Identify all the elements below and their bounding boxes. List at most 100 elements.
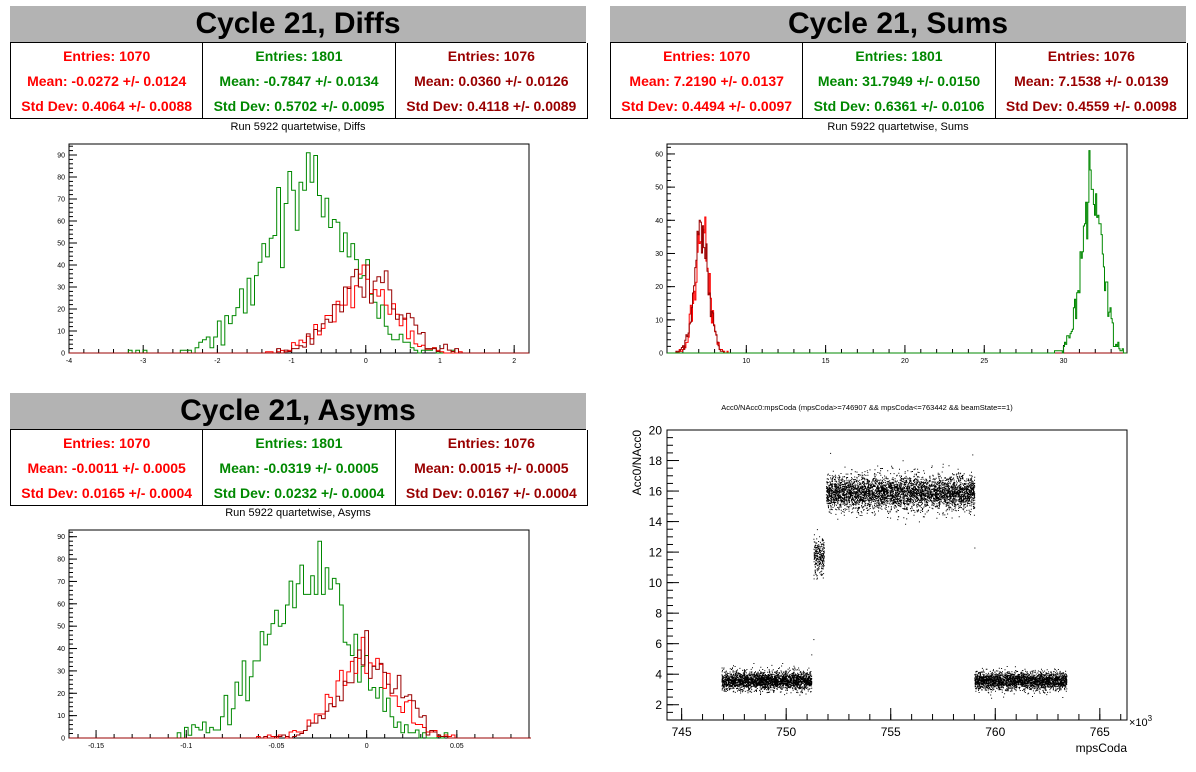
stat-entries: Entries: 1076 [447,434,535,451]
asyms-run-label: Run 5922 quartetwise, Asyms [225,507,371,519]
scatter-outlier [813,639,815,641]
scatter-outlier [811,654,813,656]
stat-std: Std Dev: 0.4494 +/- 0.0097 [621,97,793,114]
x-tick-label: -0.05 [268,743,284,750]
scatter-outlier [974,547,976,549]
x-tick-label: 10 [742,358,750,365]
y-tick-label: 30 [57,285,65,292]
sums-title: Cycle 21, Sums [610,6,1186,43]
histogram-series-green [667,150,1127,354]
x-tick-label: -2 [214,358,220,365]
x-tick-label: 755 [881,725,901,739]
y-tick-label: 60 [57,601,65,608]
y-tick-label: 70 [57,579,65,586]
stat-mean: Mean: 0.0360 +/- 0.0126 [414,72,569,89]
x-tick-label: -1 [288,358,294,365]
x-axis-label: mpsCoda [1076,741,1128,755]
stat-mean: Mean: 7.2190 +/- 0.0137 [629,72,784,89]
asyms-stats-red: Entries: 1070 Mean: -0.0011 +/- 0.0005 S… [11,430,204,505]
y-tick-label: 20 [649,424,663,438]
y-tick-label: 10 [649,576,663,590]
y-tick-label: 80 [57,557,65,564]
y-tick-label: 20 [57,691,65,698]
stat-mean: Mean: -0.0272 +/- 0.0124 [27,72,187,89]
x-tick-label: 750 [776,725,796,739]
y-tick-label: 90 [57,534,65,541]
y-tick-label: 18 [649,454,663,468]
x-tick-label: 745 [672,725,692,739]
stat-std: Std Dev: 0.4064 +/- 0.0088 [21,97,193,114]
diffs-stats-box: Entries: 1070 Mean: -0.0272 +/- 0.0124 S… [10,43,588,119]
diffs-histogram: 0 10 20 30 40 50 60 70 80 90 -4 -3 -2 -1 0 1 2 [57,143,530,365]
stat-mean: Mean: -0.7847 +/- 0.0134 [219,72,379,89]
stat-mean: Mean: 7.1538 +/- 0.0139 [1014,72,1169,89]
scatter-cluster-1 [813,529,825,580]
y-tick-label: 12 [649,546,663,560]
stat-std: Std Dev: 0.4559 +/- 0.0098 [1005,97,1177,114]
stat-std: Std Dev: 0.0167 +/- 0.0004 [405,484,577,501]
x-exponent-power: 3 [1148,714,1153,723]
asyms-stats-box: Entries: 1070 Mean: -0.0011 +/- 0.0005 S… [10,430,588,506]
y-axis-label: Acc0/NAcc0 [630,430,644,496]
x-tick-label: -3 [140,358,146,365]
asyms-title: Cycle 21, Asyms [10,393,586,430]
sums-histogram: 0 10 20 30 40 50 60 10 15 20 25 30 [655,143,1128,365]
sums-run-label: Run 5922 quartetwise, Sums [827,121,969,133]
asyms-histogram: 0 10 20 30 40 50 60 70 80 90 -0.15 -0.1 -0.05 0 0.05 [57,529,531,750]
x-tick-label: -0.15 [88,743,104,750]
y-tick-label: 2 [655,698,662,712]
y-tick-label: 0 [61,351,65,358]
diffs-title: Cycle 21, Diffs [10,6,586,43]
x-tick-label: 0 [364,358,368,365]
y-tick-label: 14 [649,515,663,529]
stat-entries: Entries: 1070 [63,47,151,64]
plot-frame [68,529,530,739]
y-tick-label: 40 [57,646,65,653]
stat-std: Std Dev: 0.6361 +/- 0.0106 [813,97,985,114]
stat-std: Std Dev: 0.4118 +/- 0.0089 [406,97,577,114]
diffs-stats-green: Entries: 1801 Mean: -0.7847 +/- 0.0134 S… [203,43,396,118]
y-tick-label: 70 [57,197,65,204]
stat-mean: Mean: -0.0319 +/- 0.0005 [219,459,379,476]
x-tick-label: 1 [438,358,442,365]
x-tick-label: 30 [1060,358,1068,365]
sums-stats-red: Entries: 1070 Mean: 7.2190 +/- 0.0137 St… [611,43,804,118]
scatter-outlier [830,452,832,454]
y-tick-label: 4 [655,668,662,682]
stat-mean: Mean: -0.0011 +/- 0.0005 [27,459,186,476]
y-tick-label: 90 [57,153,65,160]
y-tick-label: 40 [655,218,663,225]
x-tick-label: 0 [365,743,369,750]
asyms-stats-darkred: Entries: 1076 Mean: 0.0015 +/- 0.0005 St… [396,430,587,505]
y-tick-label: 20 [655,284,663,291]
y-tick-label: 80 [57,175,65,182]
y-tick-label: 50 [57,241,65,248]
y-tick-label: 50 [655,185,663,192]
scatter-cluster-3 [974,666,1068,699]
diffs-stats-darkred: Entries: 1076 Mean: 0.0360 +/- 0.0126 St… [396,43,587,118]
plot-frame [68,143,530,354]
x-tick-label: -0.1 [180,743,192,750]
x-tick-label: 2 [512,358,516,365]
stat-entries: Entries: 1801 [255,434,343,451]
stat-std: Std Dev: 0.0165 +/- 0.0004 [21,484,193,501]
y-tick-label: 10 [57,713,65,720]
x-tick-label: 0.05 [450,743,464,750]
y-tick-label: 8 [655,607,662,621]
histogram-series-darkred [69,264,529,354]
stat-entries: Entries: 1076 [1047,47,1135,64]
y-tick-label: 40 [57,263,65,270]
y-tick-label: 60 [655,151,663,158]
diffs-stats-red: Entries: 1070 Mean: -0.0272 +/- 0.0124 S… [11,43,204,118]
asyms-stats-green: Entries: 1801 Mean: -0.0319 +/- 0.0005 S… [203,430,396,505]
stat-mean: Mean: 0.0015 +/- 0.0005 [414,459,569,476]
stat-entries: Entries: 1070 [663,47,751,64]
x-exponent-label: ×103 [1129,714,1153,729]
y-tick-label: 60 [57,219,65,226]
x-tick-label: 25 [980,358,988,365]
stat-mean: Mean: 31.7949 +/- 0.0150 [817,72,981,89]
y-tick-label: 50 [57,624,65,631]
stat-entries: Entries: 1801 [255,47,343,64]
y-tick-label: 10 [655,317,663,324]
y-tick-label: 10 [57,329,65,336]
